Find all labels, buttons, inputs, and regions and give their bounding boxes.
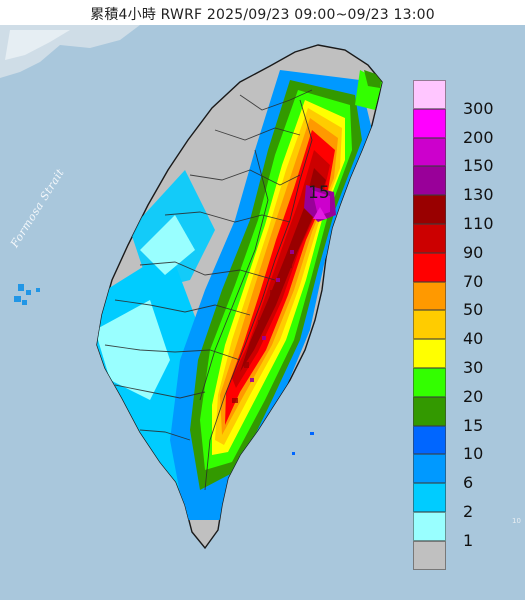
legend-swatch <box>413 368 446 397</box>
legend-label: 300 <box>463 98 494 118</box>
legend-label: 10 <box>463 444 484 464</box>
legend-label: 30 <box>463 358 484 377</box>
legend-swatch <box>413 396 446 426</box>
boundary-lines <box>104 89 313 491</box>
legend-label: 130 <box>463 185 494 205</box>
legend-label: 2 <box>463 502 474 521</box>
legend-label: 1 <box>463 530 474 550</box>
legend-swatch <box>413 425 446 455</box>
legend-swatch <box>413 108 446 138</box>
mainland-coast-highlight <box>5 30 70 60</box>
legend-label: 20 <box>463 386 484 406</box>
legend-swatch <box>413 483 446 512</box>
rainfall-bands <box>97 70 382 520</box>
legend-swatch <box>413 195 446 224</box>
legend-swatch <box>413 339 446 368</box>
legend-label: 50 <box>463 300 484 320</box>
map-title: 累積4小時 RWRF 2025/09/23 09:00~09/23 13:00 <box>90 7 435 23</box>
legend-label: 40 <box>463 329 484 349</box>
legend-swatch <box>413 454 446 484</box>
legend-label: 70 <box>463 271 484 291</box>
penghu-islands <box>14 284 40 305</box>
legend-swatch <box>413 137 446 167</box>
station-label: 15 <box>308 183 330 203</box>
legend-swatch <box>413 512 446 541</box>
legend-label: 200 <box>463 127 494 147</box>
legend-swatch <box>413 80 446 109</box>
legend-label: 150 <box>463 156 494 176</box>
legend: 300 200 150 130 110 90 70 50 40 30 20 15 10 6 2 1 <box>413 80 518 570</box>
legend-swatch <box>413 252 446 282</box>
legend-swatch <box>413 281 446 311</box>
legend-label: 15 <box>463 415 484 435</box>
max-rain-marker-icon <box>313 207 327 219</box>
corner-label: 10 <box>512 517 521 525</box>
legend-swatch <box>413 224 446 253</box>
legend-swatch <box>413 166 446 196</box>
eastern-sea-rain <box>292 432 314 455</box>
legend-label: 90 <box>463 242 484 262</box>
legend-label: 110 <box>463 214 494 233</box>
legend-swatch <box>413 540 446 570</box>
legend-swatch <box>413 310 446 340</box>
legend-label: 6 <box>463 473 474 493</box>
title-bar <box>0 0 525 25</box>
